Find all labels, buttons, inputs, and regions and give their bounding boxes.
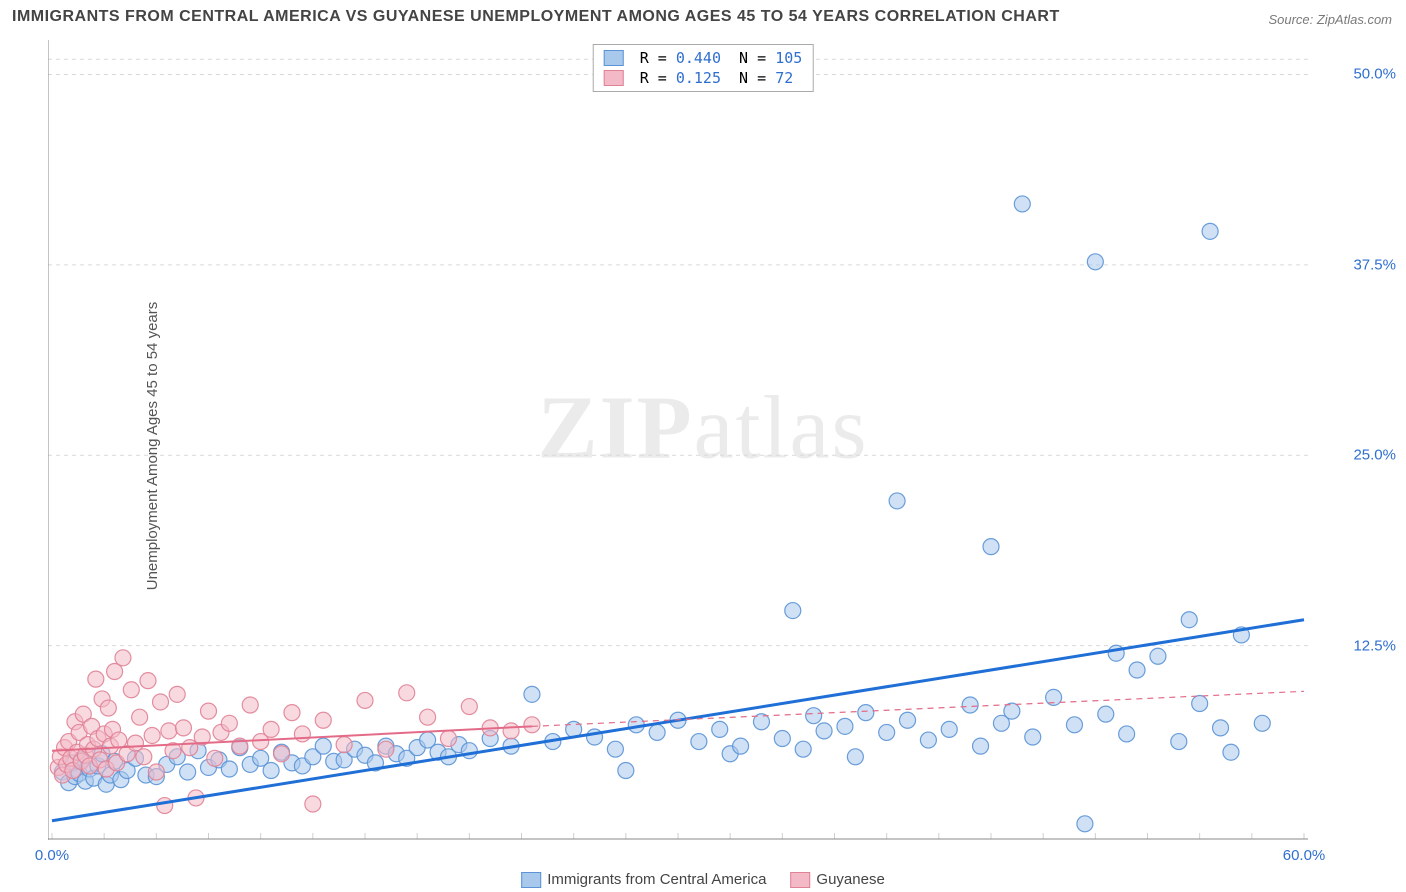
y-tick-label: 50.0% [1316,66,1396,83]
scatter-chart-svg [48,40,1308,840]
legend-item: Immigrants from Central America [521,871,766,888]
series-legend: Immigrants from Central America Guyanese [521,871,885,888]
corr-text: R = 0.125 N = 72 [640,69,794,87]
corr-row: R = 0.440 N = 105 [604,49,803,67]
y-tick-label: 12.5% [1316,637,1396,654]
legend-swatch [521,872,541,888]
legend-swatch [604,50,624,66]
corr-text: R = 0.440 N = 105 [640,49,803,67]
legend-label: Immigrants from Central America [547,871,766,888]
chart-title: IMMIGRANTS FROM CENTRAL AMERICA VS GUYAN… [12,8,1060,26]
y-tick-label: 37.5% [1316,256,1396,273]
legend-item: Guyanese [790,871,884,888]
legend-swatch [790,872,810,888]
legend-swatch [604,70,624,86]
legend-label: Guyanese [816,871,884,888]
source-label: Source: ZipAtlas.com [1268,12,1392,27]
x-tick-label: 0.0% [35,847,69,864]
correlation-legend: R = 0.440 N = 105 R = 0.125 N = 72 [593,44,814,92]
x-tick-label: 60.0% [1283,847,1326,864]
corr-row: R = 0.125 N = 72 [604,69,803,87]
plot-area: 12.5%25.0%37.5%50.0%0.0%60.0% [48,40,1308,840]
y-tick-label: 25.0% [1316,447,1396,464]
